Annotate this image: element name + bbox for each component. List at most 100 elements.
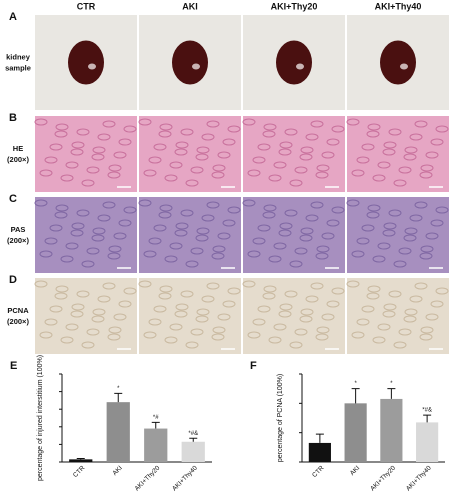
texture	[263, 204, 277, 212]
texture	[60, 174, 74, 182]
texture	[107, 252, 121, 260]
texture	[252, 156, 266, 164]
texture	[279, 222, 293, 230]
texture	[409, 133, 423, 141]
bar	[144, 428, 168, 462]
texture	[372, 336, 386, 344]
texture	[398, 328, 412, 336]
texture	[190, 247, 204, 255]
texture	[44, 318, 58, 326]
texture	[86, 328, 100, 336]
texture	[299, 153, 313, 161]
texture	[268, 174, 282, 182]
x-tick-label: AKI+Thy40	[171, 464, 199, 492]
photo	[243, 197, 345, 273]
row-label: kidney	[6, 52, 31, 61]
texture	[169, 161, 183, 169]
x-tick-label: AKI	[112, 465, 124, 477]
texture	[60, 336, 74, 344]
texture	[420, 245, 434, 253]
texture	[65, 323, 79, 331]
texture	[190, 166, 204, 174]
x-tick-label: AKI+Thy40	[405, 464, 433, 492]
texture	[316, 164, 330, 172]
column-header: AKI	[182, 1, 198, 11]
texture	[153, 224, 167, 232]
texture	[70, 229, 84, 237]
texture	[425, 232, 439, 240]
texture	[54, 292, 68, 300]
texture	[315, 171, 329, 179]
texture	[356, 156, 370, 164]
texture	[185, 179, 199, 187]
texture	[34, 280, 48, 288]
x-tick-label: CTR	[72, 464, 87, 479]
texture	[227, 125, 241, 133]
texture	[331, 287, 345, 295]
x-tick-label: CTR	[311, 464, 326, 479]
texture	[91, 315, 105, 323]
texture	[367, 285, 381, 293]
kidney	[68, 40, 104, 85]
texture	[247, 331, 261, 339]
panel-letter: F	[250, 360, 257, 372]
texture	[81, 260, 95, 268]
error-bar	[423, 414, 432, 423]
texture	[206, 201, 220, 209]
texture	[164, 336, 178, 344]
texture	[263, 285, 277, 293]
row-label: HE	[13, 144, 23, 153]
texture	[211, 333, 225, 341]
panel-letter: C	[9, 193, 17, 205]
texture	[383, 222, 397, 230]
texture	[227, 287, 241, 295]
panel-letter: A	[9, 11, 17, 23]
texture	[76, 290, 90, 298]
texture	[403, 315, 417, 323]
error-bar	[315, 433, 324, 443]
texture	[44, 156, 58, 164]
bar	[106, 402, 130, 462]
bar	[69, 459, 93, 462]
texture	[388, 209, 402, 217]
significance: *#	[153, 415, 159, 421]
texture	[346, 118, 360, 126]
texture	[372, 255, 386, 263]
texture	[217, 232, 231, 240]
texture	[430, 300, 444, 308]
y-axis-label: percentage of injured interstitium (100%…	[37, 355, 44, 481]
texture	[361, 143, 375, 151]
texture	[91, 153, 105, 161]
texture	[331, 206, 345, 214]
texture	[262, 211, 276, 219]
texture	[289, 341, 303, 349]
texture	[148, 318, 162, 326]
texture	[321, 232, 335, 240]
texture	[107, 333, 121, 341]
row-label: sample	[5, 63, 31, 72]
texture	[201, 214, 215, 222]
texture	[351, 250, 365, 258]
texture	[305, 295, 319, 303]
texture	[242, 280, 256, 288]
texture	[361, 224, 375, 232]
error-bar	[76, 457, 85, 460]
texture	[71, 303, 85, 311]
texture	[435, 125, 449, 133]
texture	[180, 128, 194, 136]
texture	[393, 341, 407, 349]
texture	[102, 201, 116, 209]
significance: *#&	[422, 408, 432, 414]
texture	[138, 280, 152, 288]
texture	[164, 174, 178, 182]
texture	[212, 164, 226, 172]
texture	[86, 247, 100, 255]
texture	[190, 328, 204, 336]
texture	[143, 250, 157, 258]
texture	[92, 227, 106, 235]
texture	[108, 164, 122, 172]
texture	[388, 128, 402, 136]
photo	[243, 278, 345, 354]
panel-letter: B	[9, 112, 17, 124]
texture	[367, 123, 381, 131]
